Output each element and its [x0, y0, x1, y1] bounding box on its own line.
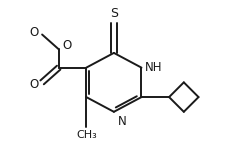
Text: O: O — [62, 39, 72, 52]
Text: N: N — [118, 116, 126, 129]
Text: S: S — [110, 7, 118, 20]
Text: CH₃: CH₃ — [76, 130, 97, 140]
Text: O: O — [29, 26, 38, 39]
Text: NH: NH — [145, 61, 163, 74]
Text: O: O — [29, 78, 38, 91]
